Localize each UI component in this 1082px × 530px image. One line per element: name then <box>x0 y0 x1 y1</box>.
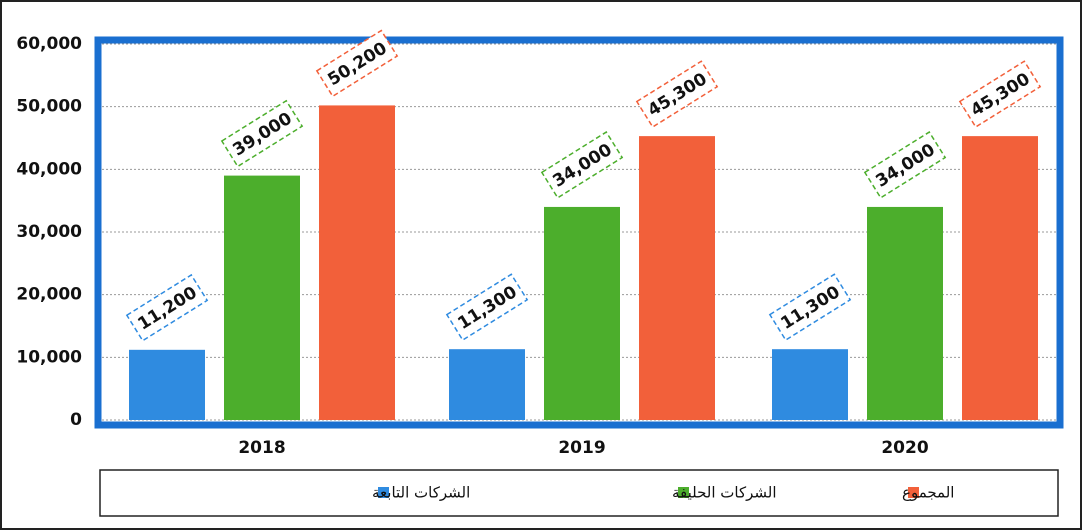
x-tick-label: 2018 <box>238 438 285 458</box>
legend-swatch <box>908 487 919 498</box>
bar <box>319 105 395 420</box>
y-tick-label: 10,000 <box>16 347 82 367</box>
bar <box>962 136 1038 420</box>
bar <box>772 349 848 420</box>
bar <box>867 206 943 420</box>
y-tick-label: 0 <box>70 410 82 430</box>
legend-swatch <box>678 487 689 498</box>
y-tick-label: 60,000 <box>16 34 82 54</box>
legend-label: المجموع <box>902 484 954 502</box>
legend-label: الشركات التابعة <box>372 484 470 502</box>
bar <box>224 175 300 420</box>
y-tick-label: 20,000 <box>16 285 82 305</box>
bar <box>544 206 620 420</box>
legend-box <box>99 469 1059 517</box>
x-tick-label: 2020 <box>881 438 928 458</box>
y-tick-label: 50,000 <box>16 97 82 117</box>
x-tick-label: 2019 <box>558 438 605 458</box>
legend-label: الشركات الحليفة <box>672 484 777 502</box>
bar <box>639 136 715 420</box>
bar <box>129 349 205 420</box>
legend-swatch <box>378 487 389 498</box>
y-tick-label: 30,000 <box>16 222 82 242</box>
data-label: 39,000 <box>220 99 304 168</box>
bar <box>449 349 525 420</box>
y-tick-label: 40,000 <box>16 159 82 179</box>
